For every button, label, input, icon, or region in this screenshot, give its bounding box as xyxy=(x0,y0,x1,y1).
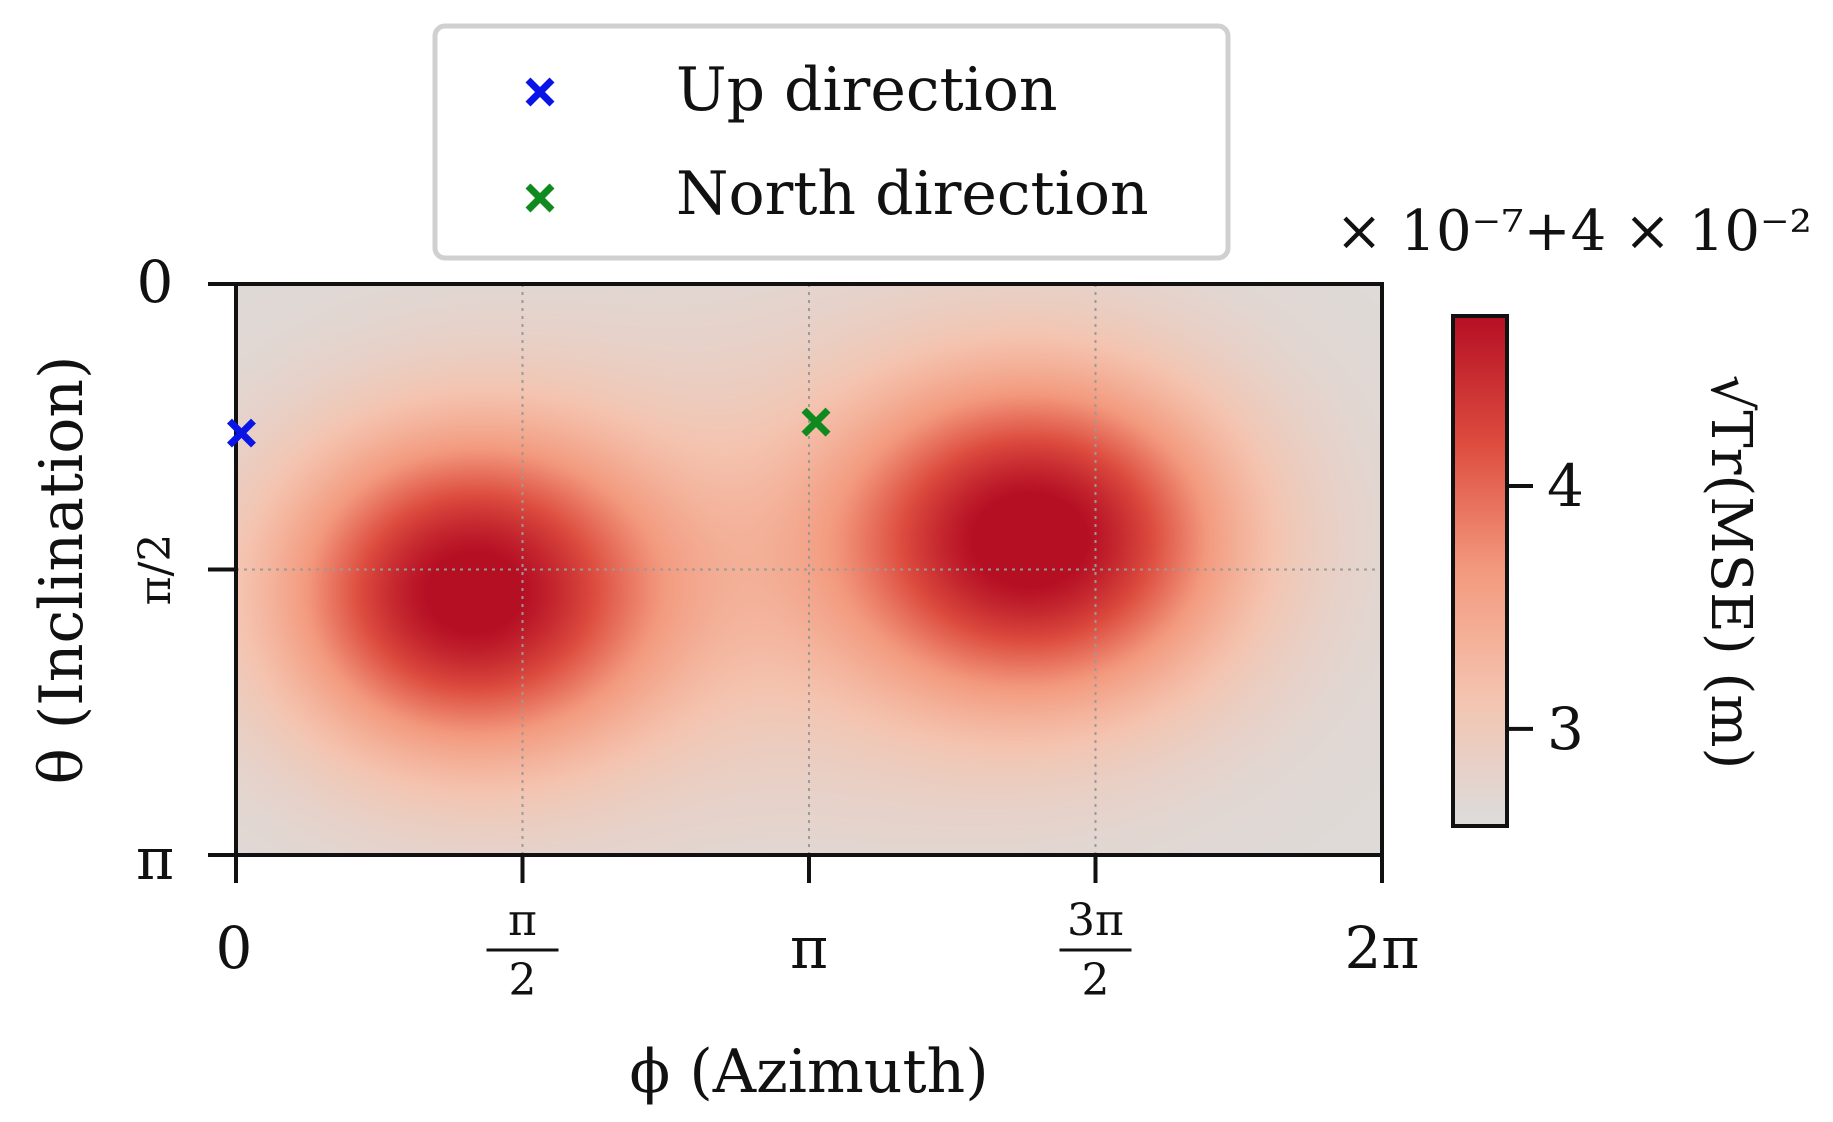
legend-box xyxy=(432,23,1231,261)
up-direction-marker xyxy=(226,418,256,448)
north-direction-marker xyxy=(801,407,831,437)
legend-entry-up: Up direction xyxy=(525,55,1058,125)
x-tick-label: 2π xyxy=(1344,914,1419,982)
x-tick-label-denominator: 2 xyxy=(1082,955,1110,1006)
colorbar-tick-label: 4 xyxy=(1547,452,1584,520)
legend: Up direction North direction xyxy=(432,23,1231,261)
markers xyxy=(226,407,831,448)
heatmap-image xyxy=(236,284,1382,855)
y-axis: 0 π/2 π xyxy=(130,248,236,893)
x-tick-label-denominator: 2 xyxy=(509,955,537,1006)
colorbar-label: √Tr(MSE) (m) xyxy=(1698,375,1763,770)
colorbar-tick-label: 3 xyxy=(1547,695,1584,763)
legend-label-up: Up direction xyxy=(676,55,1058,125)
up-direction-marker-icon xyxy=(525,77,555,107)
legend-label-north: North direction xyxy=(676,159,1149,229)
colorbar-ticks: 34 xyxy=(1507,452,1584,763)
y-tick-label: 0 xyxy=(137,248,174,316)
x-axis-label: ϕ (Azimuth) xyxy=(629,1037,988,1107)
plot-area: 0 π2 π 3π2 2π 0π/2π xyxy=(130,248,1420,1006)
colorbar: 34 √Tr(MSE) (m) × 10⁻⁷+4 × 10⁻² xyxy=(1336,199,1812,828)
x-tick-label: π xyxy=(790,914,828,982)
x-tick-label-numerator: 3π xyxy=(1067,895,1124,946)
y-axis-label: θ (Inclination) xyxy=(27,356,97,785)
y-tick-label: π/2 xyxy=(130,534,181,606)
x-axis: 0 π2 π 3π2 2π xyxy=(216,855,1420,1006)
legend-entry-north: North direction xyxy=(525,159,1149,229)
colorbar-offset-text: × 10⁻⁷+4 × 10⁻² xyxy=(1336,199,1812,264)
y-tick-label: π xyxy=(136,825,174,893)
x-tick-label-numerator: π xyxy=(508,895,537,946)
colorbar-gradient xyxy=(1451,314,1509,828)
x-tick-label: 0 xyxy=(216,914,253,982)
north-direction-marker-icon xyxy=(525,183,555,213)
grid-lines xyxy=(236,284,1382,855)
